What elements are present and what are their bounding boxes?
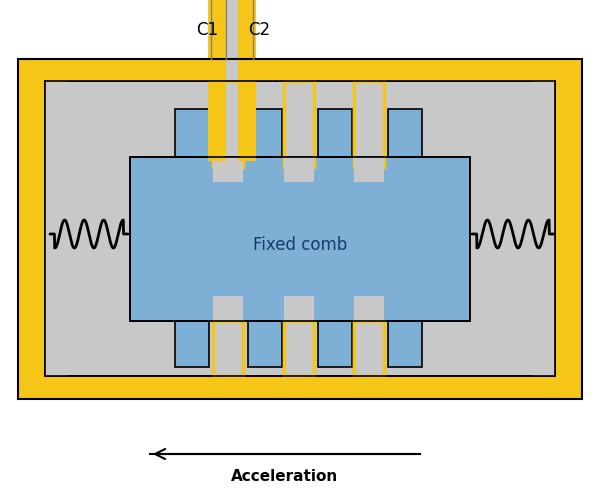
Bar: [388, 110, 422, 158]
Bar: [226, 82, 238, 163]
Bar: [18, 60, 582, 399]
Bar: [45, 82, 555, 376]
Bar: [45, 82, 67, 376]
Bar: [130, 158, 470, 321]
Text: Mobile Comb: Mobile Comb: [246, 382, 354, 400]
Text: C2: C2: [248, 21, 270, 39]
Bar: [284, 82, 314, 168]
Text: C1: C1: [196, 21, 218, 39]
Bar: [226, 0, 238, 82]
Bar: [354, 296, 384, 321]
Bar: [284, 321, 314, 376]
Bar: [213, 158, 243, 183]
Bar: [354, 321, 384, 376]
Bar: [284, 296, 314, 321]
Bar: [213, 82, 243, 168]
Bar: [213, 321, 243, 376]
Text: Acceleration: Acceleration: [232, 468, 338, 483]
Bar: [18, 60, 582, 399]
Bar: [354, 82, 384, 168]
Bar: [354, 158, 384, 183]
Bar: [248, 321, 282, 367]
Bar: [318, 321, 352, 367]
Bar: [248, 110, 282, 158]
Bar: [45, 82, 555, 376]
Bar: [388, 321, 422, 367]
Bar: [213, 321, 243, 376]
Bar: [284, 158, 314, 183]
Bar: [354, 82, 384, 168]
Bar: [208, 0, 226, 162]
Bar: [318, 110, 352, 158]
Bar: [175, 321, 209, 367]
Bar: [213, 296, 243, 321]
Bar: [354, 321, 384, 376]
Text: Fixed comb: Fixed comb: [253, 236, 347, 253]
Bar: [533, 82, 555, 376]
Bar: [175, 110, 209, 158]
Bar: [284, 82, 314, 168]
Bar: [284, 321, 314, 376]
Bar: [238, 0, 256, 162]
Bar: [213, 82, 243, 168]
Bar: [45, 60, 555, 82]
Bar: [130, 158, 470, 321]
